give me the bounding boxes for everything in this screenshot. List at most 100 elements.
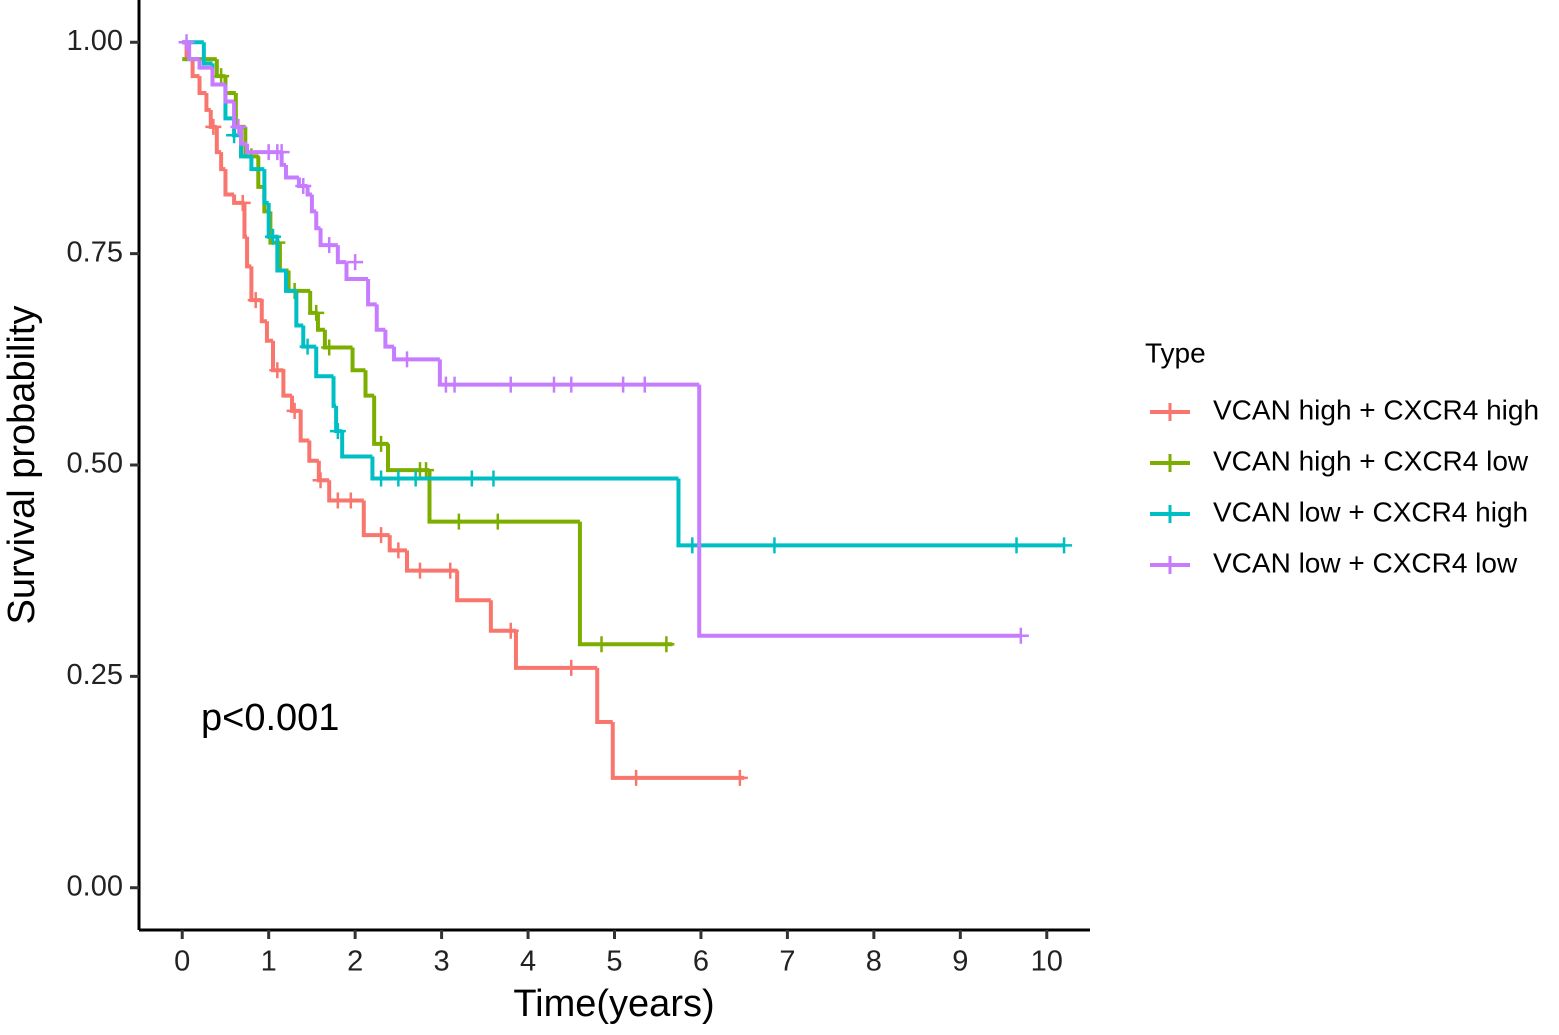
survival-step	[344, 262, 369, 281]
survival-step	[290, 395, 301, 413]
censor-mark	[563, 376, 580, 393]
survival-step	[223, 169, 235, 197]
censor-mark	[265, 228, 282, 245]
survival-step	[363, 370, 375, 398]
censor-mark	[593, 636, 610, 653]
survival-step	[298, 410, 310, 443]
censor-mark	[411, 562, 428, 579]
censor-mark	[1056, 537, 1073, 554]
survival-step	[350, 347, 366, 373]
x-tick-label: 2	[347, 946, 363, 978]
censor-mark	[273, 144, 290, 161]
censor-mark	[321, 237, 338, 254]
survival-step	[335, 245, 347, 265]
legend-label: VCAN high + CXCR4 high	[1213, 394, 1539, 425]
survival-step	[204, 93, 211, 112]
survival-step	[283, 164, 299, 180]
survival-step	[214, 126, 222, 155]
survival-step	[327, 480, 364, 503]
legend-label: VCAN low + CXCR4 low	[1213, 547, 1518, 578]
legend-label: VCAN high + CXCR4 low	[1213, 445, 1529, 476]
x-tick-label: 1	[261, 946, 277, 978]
censor-mark	[636, 376, 653, 393]
survival-step	[315, 312, 325, 332]
x-tick-label: 0	[174, 946, 190, 978]
survival-step	[277, 242, 289, 273]
censor-mark	[1012, 627, 1029, 644]
survival-step	[314, 211, 321, 231]
censor-mark	[286, 402, 303, 419]
censor-mark	[299, 338, 316, 355]
survival-step	[249, 156, 265, 172]
censor-mark	[342, 492, 359, 509]
censor-mark	[373, 527, 390, 544]
censor-mark	[485, 470, 502, 487]
survival-step	[437, 359, 700, 387]
survival-step	[239, 126, 248, 146]
survival-step	[513, 630, 598, 670]
x-tick-label: 4	[520, 946, 536, 978]
survival-step	[245, 236, 252, 269]
survival-step	[264, 321, 274, 343]
survival-step	[488, 600, 516, 633]
x-tick-label: 7	[779, 946, 795, 978]
x-tick-label: 5	[606, 946, 622, 978]
survival-step	[383, 329, 395, 349]
x-tick-label: 9	[952, 946, 968, 978]
x-tick-label: 3	[434, 946, 450, 978]
survival-step	[577, 521, 673, 647]
censor-mark	[399, 351, 416, 368]
censor-mark	[295, 178, 312, 194]
censor-mark	[418, 462, 435, 479]
x-axis-title: Time(years)	[513, 983, 714, 1025]
censor-mark	[450, 513, 467, 530]
survival-step	[676, 478, 1065, 548]
censor-mark	[766, 537, 783, 554]
survival-step	[187, 42, 200, 62]
censor-mark	[247, 292, 264, 309]
censor-mark	[230, 118, 247, 135]
survival-step	[223, 84, 235, 104]
censor-mark	[1008, 537, 1025, 554]
censor-mark	[502, 376, 519, 393]
survival-step	[340, 431, 373, 459]
censor-mark	[628, 769, 645, 786]
survival-step	[286, 270, 311, 293]
y-tick-label: 0.50	[67, 448, 123, 480]
censor-mark	[463, 470, 480, 487]
survival-step	[294, 290, 304, 328]
y-tick-label: 0.75	[67, 236, 123, 268]
legend-label: VCAN low + CXCR4 high	[1213, 496, 1528, 527]
survival-step	[190, 59, 200, 79]
survival-step	[427, 470, 580, 524]
x-tick-label: 6	[693, 946, 709, 978]
survival-step	[309, 194, 317, 214]
survival-step	[610, 722, 745, 780]
censor-mark	[308, 304, 325, 321]
survival-step	[283, 270, 297, 293]
survival-step	[259, 300, 267, 324]
survival-step	[455, 570, 491, 603]
censor-mark	[563, 659, 580, 676]
survival-step	[314, 346, 334, 379]
survival-step	[275, 236, 286, 273]
censor-mark	[373, 470, 390, 487]
survival-step	[242, 202, 248, 239]
censor-mark	[178, 34, 195, 51]
survival-step	[331, 376, 337, 408]
censor-mark	[347, 254, 364, 271]
survival-step	[281, 370, 293, 398]
x-tick-label: 8	[866, 946, 882, 978]
censor-mark	[390, 542, 407, 559]
legend-title: Type	[1145, 337, 1206, 368]
censor-mark	[407, 470, 424, 487]
survival-step	[197, 76, 207, 95]
y-tick-label: 0.25	[67, 659, 123, 691]
x-tick-label: 10	[1031, 946, 1063, 978]
censor-mark	[234, 194, 251, 211]
censor-mark	[615, 376, 632, 393]
survival-step	[595, 667, 613, 725]
p-value: p<0.001	[201, 697, 339, 739]
survival-step	[256, 156, 265, 189]
